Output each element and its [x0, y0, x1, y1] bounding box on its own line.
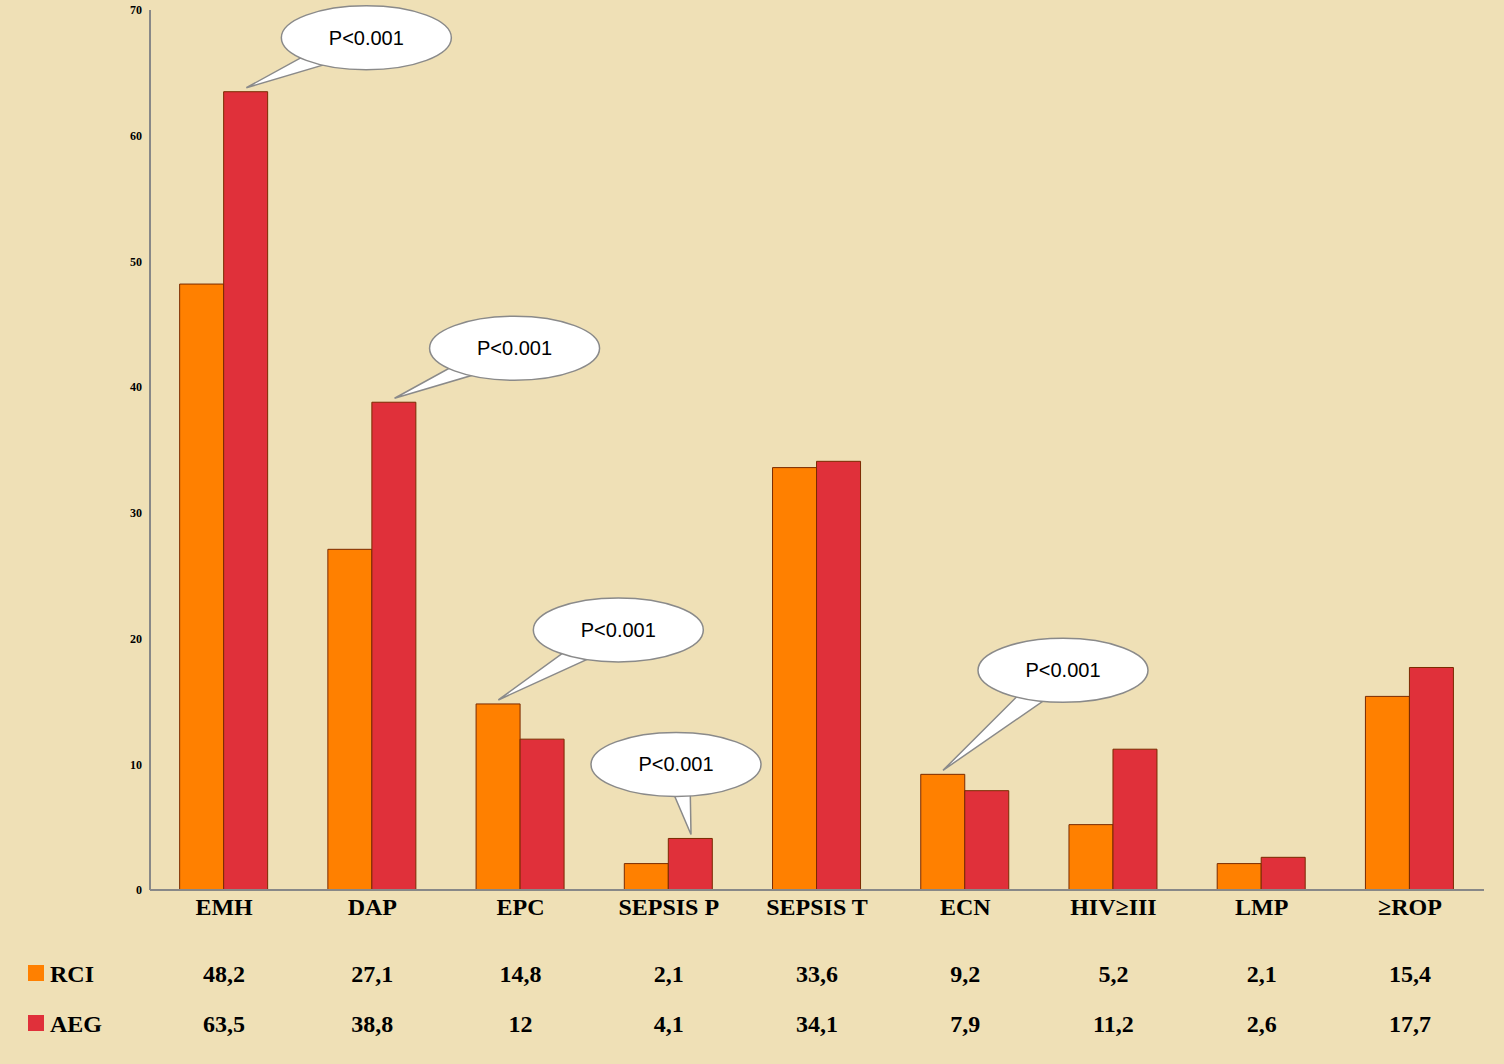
svg-text:ECN: ECN [940, 894, 991, 920]
svg-text:0: 0 [136, 883, 142, 897]
html-text:2,1: 2,1 [1246, 961, 1277, 987]
html-text:AEG: AEG [50, 1011, 102, 1037]
html-text:34,1: 34,1 [796, 1011, 838, 1037]
html-text:33,6: 33,6 [796, 961, 838, 987]
svg-text:P<0.001: P<0.001 [329, 27, 404, 49]
html-text:5,2: 5,2 [1098, 961, 1129, 987]
svg-text:P<0.001: P<0.001 [477, 337, 552, 359]
html-text:15,4: 15,4 [1388, 961, 1431, 987]
svg-text:EPC: EPC [497, 894, 545, 920]
svg-text:40: 40 [130, 380, 142, 394]
svg-text:50: 50 [130, 255, 142, 269]
svg-text:SEPSIS T: SEPSIS T [766, 894, 868, 920]
html-text:63,5: 63,5 [203, 1011, 246, 1037]
svg-text:P<0.001: P<0.001 [638, 753, 713, 775]
html-text:38,8: 38,8 [351, 1011, 394, 1037]
html-text:2,1: 2,1 [653, 961, 684, 987]
svg-text:60: 60 [130, 129, 142, 143]
html-text:27,1: 27,1 [351, 961, 394, 987]
html-text:12: 12 [508, 1011, 533, 1037]
html-text:11,2: 11,2 [1093, 1011, 1134, 1037]
svg-text:70: 70 [130, 3, 142, 17]
html-text:14,8: 14,8 [499, 961, 542, 987]
svg-text:HIV≥III: HIV≥III [1070, 894, 1157, 920]
html-text:17,7: 17,7 [1388, 1011, 1431, 1037]
svg-text:P<0.001: P<0.001 [1025, 659, 1100, 681]
svg-text:30: 30 [130, 506, 142, 520]
html-text:RCI: RCI [50, 961, 94, 987]
svg-text:SEPSIS P: SEPSIS P [618, 894, 719, 920]
html-text:2,6: 2,6 [1246, 1011, 1277, 1037]
svg-text:≥ROP: ≥ROP [1378, 894, 1442, 920]
svg-text:10: 10 [130, 758, 142, 772]
svg-text:LMP: LMP [1235, 894, 1288, 920]
svg-text:20: 20 [130, 632, 142, 646]
html-text:9,2: 9,2 [950, 961, 981, 987]
svg-text:DAP: DAP [348, 894, 397, 920]
svg-text:P<0.001: P<0.001 [581, 619, 656, 641]
html-text:4,1: 4,1 [653, 1011, 684, 1037]
html-text:7,9: 7,9 [950, 1011, 981, 1037]
svg-text:EMH: EMH [195, 894, 253, 920]
html-text:48,2: 48,2 [203, 961, 246, 987]
